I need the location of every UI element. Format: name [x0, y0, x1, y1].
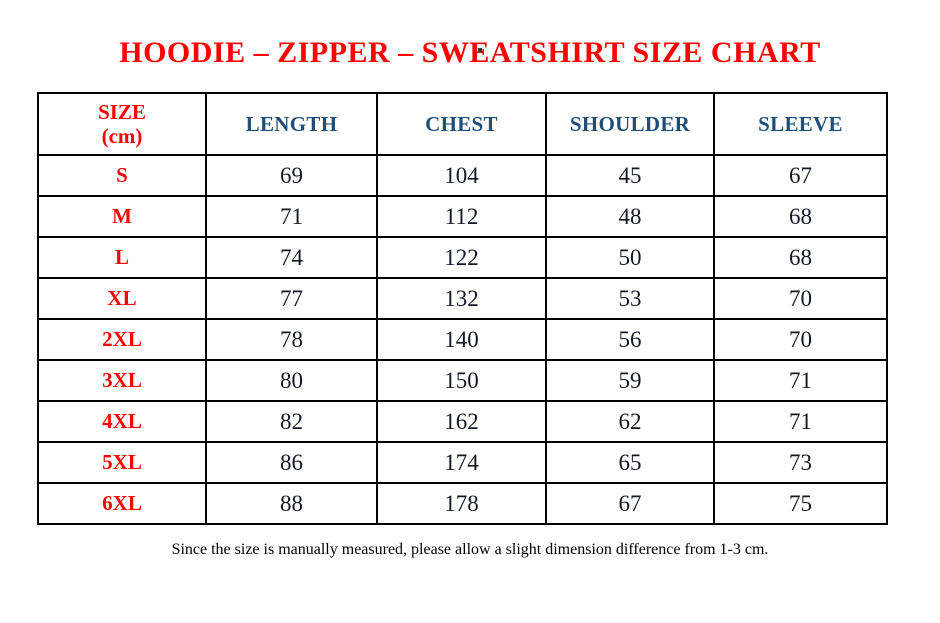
measurement-value: 45: [545, 154, 715, 197]
measurement-value: 59: [545, 359, 715, 402]
measurement-value: 67: [713, 154, 888, 197]
measurement-value: 150: [376, 359, 547, 402]
size-label: 3XL: [37, 359, 207, 402]
column-header-size: SIZE (cm): [37, 92, 207, 156]
table-row: 2XL 78 140 56 70: [37, 318, 888, 361]
size-label: L: [37, 236, 207, 279]
table-row: 5XL 86 174 65 73: [37, 441, 888, 484]
page-title: HOODIE – ZIPPER – SWEATSHIRT SIZE CHART: [119, 36, 821, 69]
measurement-value: 174: [376, 441, 547, 484]
size-chart-table: SIZE (cm) LENGTH CHEST SHOULDER SLEEVE S…: [37, 92, 888, 525]
measurement-value: 48: [545, 195, 715, 238]
measurement-value: 71: [713, 400, 888, 443]
measurement-value: 73: [713, 441, 888, 484]
measurement-value: 78: [205, 318, 378, 361]
measurement-value: 75: [713, 482, 888, 525]
table-row: L 74 122 50 68: [37, 236, 888, 279]
measurement-value: 68: [713, 236, 888, 279]
size-header-line1: SIZE: [98, 99, 146, 124]
footer-note: Since the size is manually measured, ple…: [171, 541, 769, 558]
measurement-value: 74: [205, 236, 378, 279]
measurement-value: 132: [376, 277, 547, 320]
size-label: XL: [37, 277, 207, 320]
column-header-sleeve: SLEEVE: [713, 92, 888, 156]
size-label: M: [37, 195, 207, 238]
column-header-chest: CHEST: [376, 92, 547, 156]
tiny-dot-artifact: [478, 48, 482, 52]
measurement-value: 71: [205, 195, 378, 238]
table-header-row: SIZE (cm) LENGTH CHEST SHOULDER SLEEVE: [37, 92, 888, 156]
measurement-value: 178: [376, 482, 547, 525]
measurement-value: 80: [205, 359, 378, 402]
size-header-line2: (cm): [101, 124, 143, 148]
table-row: 3XL 80 150 59 71: [37, 359, 888, 402]
measurement-value: 86: [205, 441, 378, 484]
measurement-value: 104: [376, 154, 547, 197]
measurement-value: 50: [545, 236, 715, 279]
measurement-value: 69: [205, 154, 378, 197]
measurement-value: 53: [545, 277, 715, 320]
column-header-shoulder: SHOULDER: [545, 92, 715, 156]
measurement-value: 71: [713, 359, 888, 402]
size-label: 4XL: [37, 400, 207, 443]
size-label: 5XL: [37, 441, 207, 484]
measurement-value: 70: [713, 277, 888, 320]
measurement-value: 65: [545, 441, 715, 484]
measurement-value: 122: [376, 236, 547, 279]
measurement-value: 70: [713, 318, 888, 361]
measurement-value: 68: [713, 195, 888, 238]
measurement-value: 56: [545, 318, 715, 361]
size-label: S: [37, 154, 207, 197]
table-row: 4XL 82 162 62 71: [37, 400, 888, 443]
measurement-value: 140: [376, 318, 547, 361]
table-row: M 71 112 48 68: [37, 195, 888, 238]
measurement-value: 82: [205, 400, 378, 443]
size-label: 2XL: [37, 318, 207, 361]
measurement-value: 162: [376, 400, 547, 443]
measurement-value: 112: [376, 195, 547, 238]
size-label: 6XL: [37, 482, 207, 525]
measurement-value: 77: [205, 277, 378, 320]
size-table-body: S 69 104 45 67 M 71 112 48 68 L 74 122 50 68 XL 77 132 53 7…: [37, 154, 888, 525]
column-header-length: LENGTH: [205, 92, 378, 156]
measurement-value: 88: [205, 482, 378, 525]
table-row: XL 77 132 53 70: [37, 277, 888, 320]
table-row: S 69 104 45 67: [37, 154, 888, 197]
measurement-value: 62: [545, 400, 715, 443]
table-row: 6XL 88 178 67 75: [37, 482, 888, 525]
measurement-value: 67: [545, 482, 715, 525]
